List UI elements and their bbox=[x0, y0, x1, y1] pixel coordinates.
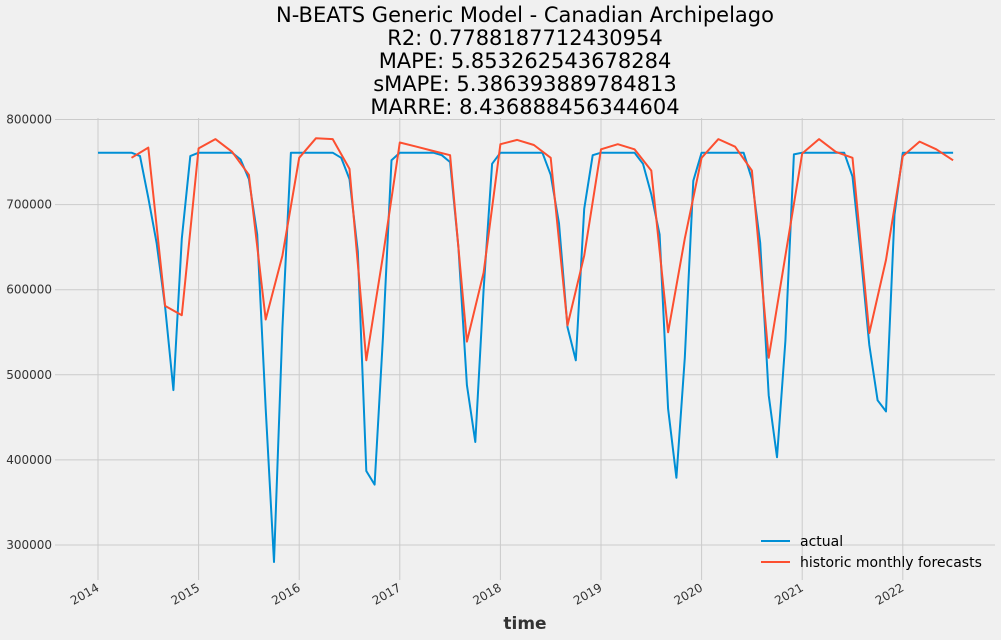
x-tick-label: 2016 bbox=[269, 580, 302, 607]
x-tick-label: 2017 bbox=[370, 580, 403, 607]
y-tick-label: 400000 bbox=[6, 453, 52, 467]
y-axis-ticks: 300000 400000 500000 600000 700000 800000 bbox=[6, 113, 52, 553]
series-line-1 bbox=[130, 137, 954, 362]
x-axis-label: time bbox=[503, 614, 546, 634]
x-tick-label: 2014 bbox=[68, 580, 101, 607]
x-tick-label: 2022 bbox=[873, 580, 906, 607]
legend-label-actual: actual bbox=[800, 534, 843, 550]
x-tick-label: 2015 bbox=[169, 580, 202, 607]
title-line-3: sMAPE: 5.386393889784813 bbox=[373, 72, 677, 96]
x-tick-label: 2018 bbox=[470, 580, 503, 607]
y-tick-label: 300000 bbox=[6, 538, 52, 552]
chart-title: N-BEATS Generic Model - Canadian Archipe… bbox=[276, 3, 774, 119]
title-line-4: MARRE: 8.436888456344604 bbox=[370, 95, 679, 119]
y-tick-label: 600000 bbox=[6, 283, 52, 297]
title-line-1: R2: 0.7788187712430954 bbox=[387, 26, 663, 50]
y-tick-label: 700000 bbox=[6, 198, 52, 212]
legend-label-forecasts: historic monthly forecasts bbox=[800, 555, 982, 571]
x-axis-ticks: 2014 2015 2016 2017 2018 2019 2020 2021 2022 bbox=[68, 580, 906, 607]
x-tick-label: 2019 bbox=[571, 580, 604, 607]
legend: actual historic monthly forecasts bbox=[761, 534, 982, 571]
title-line-0: N-BEATS Generic Model - Canadian Archipe… bbox=[276, 3, 774, 27]
x-tick-label: 2021 bbox=[772, 580, 805, 607]
x-tick-label: 2020 bbox=[672, 580, 705, 607]
series-lines bbox=[98, 137, 954, 563]
y-tick-label: 800000 bbox=[6, 113, 52, 127]
y-tick-label: 500000 bbox=[6, 368, 52, 382]
title-line-2: MAPE: 5.853262543678284 bbox=[379, 49, 672, 73]
gridlines bbox=[55, 118, 995, 580]
series-line-0 bbox=[98, 151, 954, 563]
plot-area bbox=[55, 118, 995, 580]
